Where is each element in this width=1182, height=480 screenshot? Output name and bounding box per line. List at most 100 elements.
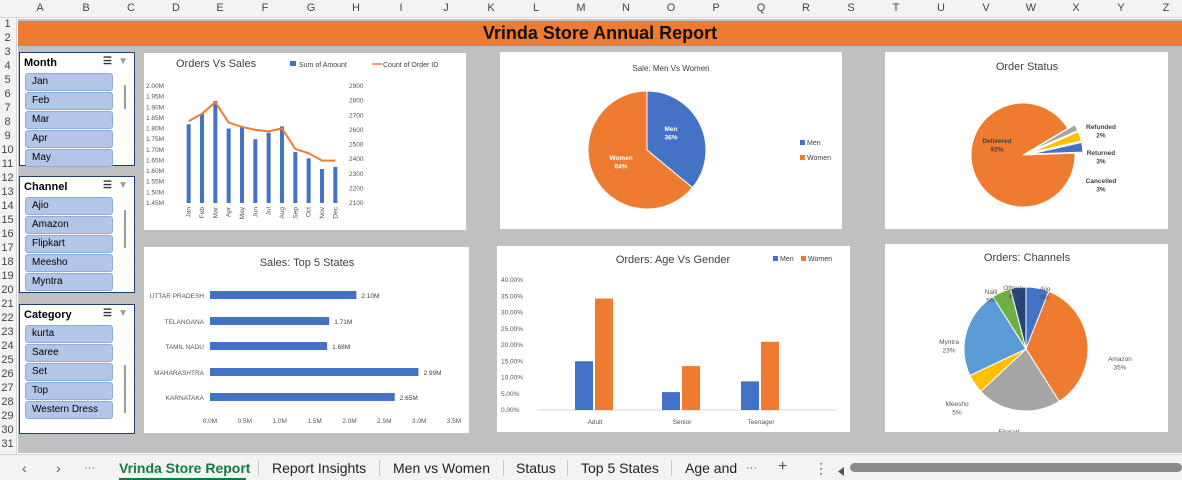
- slicer-item[interactable]: Myntra: [25, 273, 113, 291]
- multi-select-icon[interactable]: ☰: [103, 180, 112, 191]
- row-header[interactable]: 17: [1, 242, 14, 254]
- slicer-item[interactable]: Mar: [25, 111, 113, 129]
- horizontal-scrollbar[interactable]: [850, 463, 1182, 472]
- column-header[interactable]: N: [622, 2, 630, 14]
- slicer-item[interactable]: Jan: [25, 73, 113, 91]
- column-header[interactable]: I: [399, 2, 403, 14]
- slicer-item[interactable]: Apr: [25, 130, 113, 148]
- chart-orders-vs-sales[interactable]: Orders Vs Sales Sum of Amount Count of Ord…: [144, 53, 466, 230]
- column-header[interactable]: V: [982, 2, 990, 14]
- column-header[interactable]: S: [847, 2, 855, 14]
- column-header[interactable]: U: [937, 2, 945, 14]
- slicer-channel[interactable]: Channel ☰ ▼ Ajio Amazon Flipkart Meesho Myntra: [19, 176, 135, 293]
- chart-top-states[interactable]: Sales: Top 5 States UTTAR PRADESH 2.10M TEL…: [144, 247, 469, 433]
- tab-status[interactable]: Status: [516, 460, 556, 476]
- row-header[interactable]: 1: [4, 18, 11, 30]
- sheet-menu-button[interactable]: ⋮: [814, 460, 828, 476]
- row-header[interactable]: 15: [1, 214, 14, 226]
- row-header[interactable]: 29: [1, 410, 14, 422]
- chart-order-status[interactable]: Order Status Delivered 92% Refunded 2% Return…: [885, 52, 1168, 229]
- column-header[interactable]: Z: [1162, 2, 1170, 14]
- slicer-category[interactable]: Category ☰ ▼ kurta Saree Set Top Western Dress: [19, 304, 135, 434]
- tab-more-left-button[interactable]: ···: [84, 462, 95, 474]
- slicer-item[interactable]: Ajio: [25, 197, 113, 215]
- row-header[interactable]: 12: [1, 172, 14, 184]
- row-header[interactable]: 26: [1, 368, 14, 380]
- row-header[interactable]: 31: [1, 438, 14, 450]
- chart-age-vs-gender[interactable]: Orders: Age Vs Gender Men Women 40.00% 35.00…: [497, 246, 850, 432]
- tab-top-5-states[interactable]: Top 5 States: [581, 460, 659, 476]
- column-header[interactable]: C: [127, 2, 135, 14]
- row-header[interactable]: 2: [4, 32, 11, 44]
- slicer-item[interactable]: Western Dress: [25, 401, 113, 419]
- column-header[interactable]: D: [172, 2, 180, 14]
- column-header[interactable]: G: [306, 2, 316, 14]
- row-header[interactable]: 14: [1, 200, 14, 212]
- multi-select-icon[interactable]: ☰: [103, 308, 112, 319]
- slicer-month[interactable]: Month ☰ ▼ Jan Feb Mar Apr May: [19, 52, 135, 167]
- slicer-scrollbar[interactable]: [124, 85, 126, 109]
- column-header[interactable]: L: [532, 2, 540, 14]
- column-header[interactable]: M: [576, 2, 586, 14]
- column-header[interactable]: X: [1072, 2, 1080, 14]
- row-header[interactable]: 30: [1, 424, 14, 436]
- column-header[interactable]: F: [261, 2, 269, 14]
- slicer-item[interactable]: kurta: [25, 325, 113, 343]
- chart-men-vs-women[interactable]: Sale: Men Vs Women Men 36% Women 64% Men Women: [500, 52, 842, 229]
- row-header[interactable]: 18: [1, 256, 14, 268]
- row-header[interactable]: 23: [1, 326, 14, 338]
- row-header[interactable]: 8: [4, 116, 11, 128]
- add-sheet-button[interactable]: +: [778, 458, 788, 475]
- column-header[interactable]: T: [892, 2, 900, 14]
- slicer-scrollbar[interactable]: [124, 365, 126, 413]
- row-header[interactable]: 13: [1, 186, 14, 198]
- slicer-item[interactable]: Saree: [25, 344, 113, 362]
- slicer-item[interactable]: Amazon: [25, 216, 113, 234]
- row-header[interactable]: 10: [1, 144, 14, 156]
- clear-filter-icon[interactable]: ▼: [118, 308, 128, 319]
- row-header[interactable]: 19: [1, 270, 14, 282]
- slicer-item[interactable]: Set: [25, 363, 113, 381]
- row-header[interactable]: 3: [4, 46, 11, 58]
- row-header[interactable]: 25: [1, 354, 14, 366]
- row-header[interactable]: 21: [1, 298, 14, 310]
- row-header[interactable]: 5: [4, 74, 11, 86]
- column-header[interactable]: B: [82, 2, 90, 14]
- column-header[interactable]: P: [712, 2, 720, 14]
- row-header[interactable]: 11: [1, 158, 14, 170]
- column-header[interactable]: W: [1025, 2, 1037, 14]
- clear-filter-icon[interactable]: ▼: [118, 56, 128, 67]
- column-header[interactable]: R: [802, 2, 810, 14]
- column-header[interactable]: Y: [1117, 2, 1125, 14]
- slicer-item[interactable]: May: [25, 149, 113, 167]
- tab-next-button[interactable]: ›: [56, 460, 61, 476]
- slicer-item[interactable]: Flipkart: [25, 235, 113, 253]
- slicer-item[interactable]: Meesho: [25, 254, 113, 272]
- row-header[interactable]: 7: [4, 102, 11, 114]
- row-header[interactable]: 20: [1, 284, 14, 296]
- tab-prev-button[interactable]: ‹: [22, 460, 27, 476]
- row-header[interactable]: 27: [1, 382, 14, 394]
- tab-more-right-button[interactable]: ···: [746, 462, 757, 474]
- slicer-item[interactable]: Feb: [25, 92, 113, 110]
- tab-men-vs-women[interactable]: Men vs Women: [393, 460, 490, 476]
- column-header[interactable]: K: [487, 2, 495, 14]
- column-header[interactable]: O: [666, 2, 676, 14]
- multi-select-icon[interactable]: ☰: [103, 56, 112, 67]
- clear-filter-icon[interactable]: ▼: [118, 180, 128, 191]
- slicer-scrollbar[interactable]: [124, 210, 126, 248]
- slicer-item[interactable]: Top: [25, 382, 113, 400]
- tab-vrinda-store-report[interactable]: Vrinda Store Report: [119, 460, 251, 476]
- chart-channels[interactable]: Orders: Channels Ajio 6% Amazon 35% Flipkart 2…: [885, 244, 1168, 432]
- tab-age-and[interactable]: Age and: [685, 460, 738, 476]
- row-header[interactable]: 6: [4, 88, 11, 100]
- row-header[interactable]: 22: [1, 312, 14, 324]
- tab-report-insights[interactable]: Report Insights: [272, 460, 367, 476]
- row-header[interactable]: 9: [4, 130, 11, 142]
- row-header[interactable]: 4: [4, 60, 11, 72]
- column-header[interactable]: J: [443, 2, 449, 14]
- scroll-left-icon[interactable]: [838, 463, 845, 476]
- column-header[interactable]: H: [352, 2, 360, 14]
- row-header[interactable]: 24: [1, 340, 14, 352]
- column-header[interactable]: Q: [756, 2, 766, 14]
